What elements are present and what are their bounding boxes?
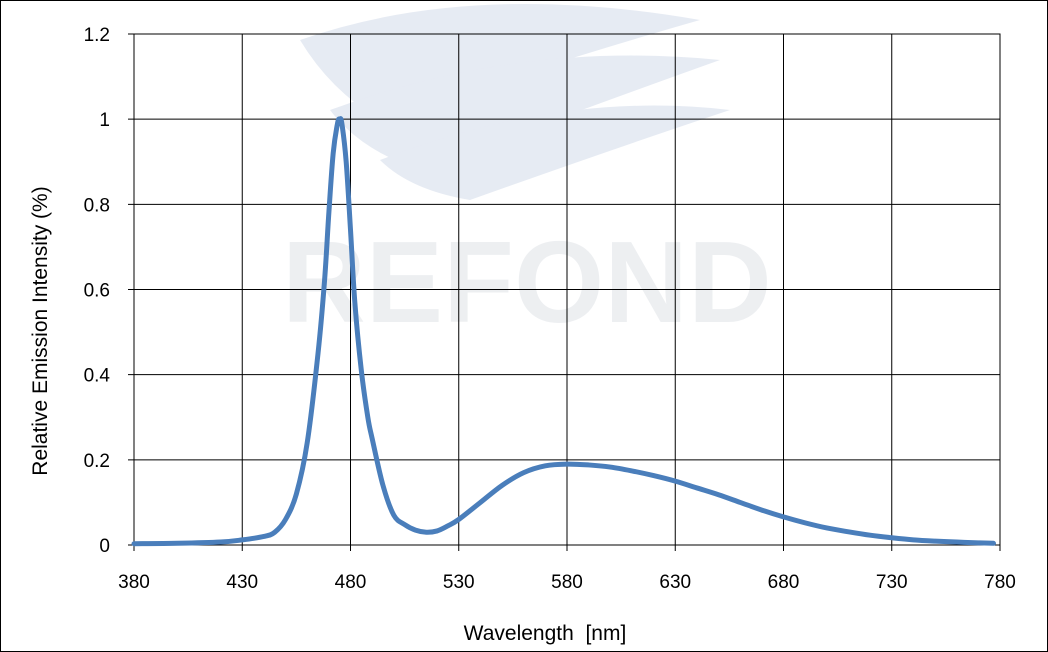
- y-tick-label: 0.6: [84, 281, 110, 302]
- x-tick-label: 580: [551, 572, 583, 593]
- y-tick-label: 1.2: [84, 25, 110, 46]
- x-tick-label: 780: [984, 572, 1016, 593]
- y-axis-title: Relative Emission Intensity (%): [29, 186, 52, 475]
- x-tick-label: 730: [876, 572, 908, 593]
- watermark-logo: REFOND: [282, 4, 772, 347]
- series-line-0: [131, 116, 996, 547]
- y-tick-label: 0: [99, 536, 110, 557]
- y-tick-label: 0.2: [84, 451, 110, 472]
- y-tick-label: 1: [99, 110, 110, 131]
- x-axis-title: Wavelength [nm]: [464, 622, 627, 645]
- x-tick-label: 380: [118, 572, 150, 593]
- y-tick-label: 0.8: [84, 195, 110, 216]
- watermark-text: REFOND: [282, 217, 772, 347]
- x-tick-label: 480: [335, 572, 367, 593]
- x-tick-labels: 380 430 480 530 580 630 680 730 780: [118, 572, 1016, 593]
- x-tick-label: 630: [659, 572, 691, 593]
- x-tick-label: 530: [443, 572, 475, 593]
- y-tick-labels: 0 0.2 0.4 0.6 0.8 1 1.2: [84, 25, 111, 557]
- y-tick-label: 0.4: [84, 366, 111, 387]
- x-tick-label: 680: [768, 572, 800, 593]
- grid: [128, 33, 1001, 551]
- series-group: [131, 116, 996, 547]
- x-tick-label: 430: [226, 572, 258, 593]
